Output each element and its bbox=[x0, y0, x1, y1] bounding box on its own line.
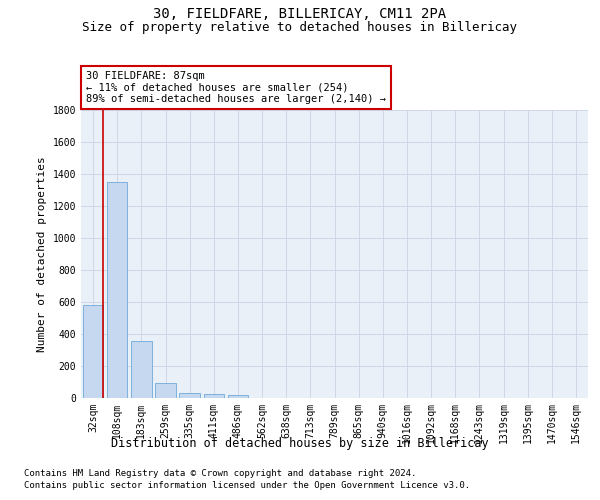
Bar bbox=[227, 395, 248, 398]
Text: Contains public sector information licensed under the Open Government Licence v3: Contains public sector information licen… bbox=[24, 481, 470, 490]
Text: Contains HM Land Registry data © Crown copyright and database right 2024.: Contains HM Land Registry data © Crown c… bbox=[24, 469, 416, 478]
Bar bbox=[203, 394, 224, 398]
Bar bbox=[131, 341, 152, 398]
Bar bbox=[179, 392, 200, 398]
Text: 30 FIELDFARE: 87sqm
← 11% of detached houses are smaller (254)
89% of semi-detac: 30 FIELDFARE: 87sqm ← 11% of detached ho… bbox=[86, 71, 386, 104]
Bar bbox=[155, 383, 176, 398]
Text: Distribution of detached houses by size in Billericay: Distribution of detached houses by size … bbox=[111, 438, 489, 450]
Y-axis label: Number of detached properties: Number of detached properties bbox=[37, 156, 47, 352]
Text: Size of property relative to detached houses in Billericay: Size of property relative to detached ho… bbox=[83, 21, 517, 34]
Bar bbox=[83, 305, 103, 398]
Text: 30, FIELDFARE, BILLERICAY, CM11 2PA: 30, FIELDFARE, BILLERICAY, CM11 2PA bbox=[154, 8, 446, 22]
Bar bbox=[107, 182, 127, 398]
